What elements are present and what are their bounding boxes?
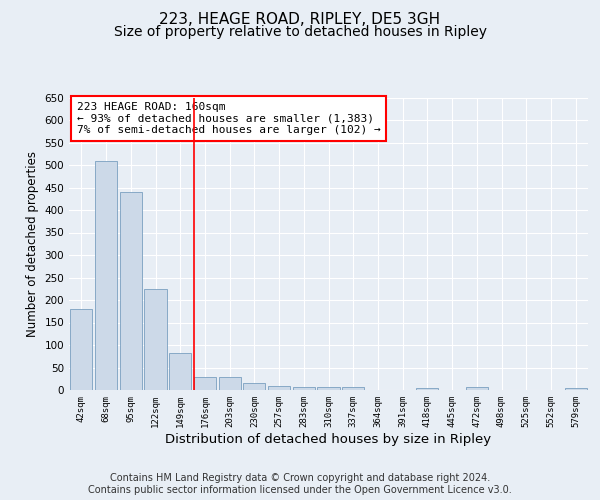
- Bar: [268, 386, 290, 390]
- Bar: [169, 352, 191, 390]
- Text: Size of property relative to detached houses in Ripley: Size of property relative to detached ho…: [113, 25, 487, 39]
- Text: Contains HM Land Registry data © Crown copyright and database right 2024.
Contai: Contains HM Land Registry data © Crown c…: [88, 474, 512, 495]
- X-axis label: Distribution of detached houses by size in Ripley: Distribution of detached houses by size …: [166, 432, 491, 446]
- Bar: [145, 289, 167, 390]
- Bar: [194, 376, 216, 390]
- Bar: [70, 308, 92, 390]
- Text: 223 HEAGE ROAD: 160sqm
← 93% of detached houses are smaller (1,383)
7% of semi-d: 223 HEAGE ROAD: 160sqm ← 93% of detached…: [77, 102, 380, 135]
- Bar: [293, 387, 315, 390]
- Bar: [243, 383, 265, 390]
- Bar: [119, 192, 142, 390]
- Bar: [416, 388, 439, 390]
- Bar: [466, 388, 488, 390]
- Bar: [565, 388, 587, 390]
- Y-axis label: Number of detached properties: Number of detached properties: [26, 151, 39, 337]
- Bar: [95, 162, 117, 390]
- Bar: [317, 388, 340, 390]
- Text: 223, HEAGE ROAD, RIPLEY, DE5 3GH: 223, HEAGE ROAD, RIPLEY, DE5 3GH: [160, 12, 440, 28]
- Bar: [218, 378, 241, 390]
- Bar: [342, 387, 364, 390]
